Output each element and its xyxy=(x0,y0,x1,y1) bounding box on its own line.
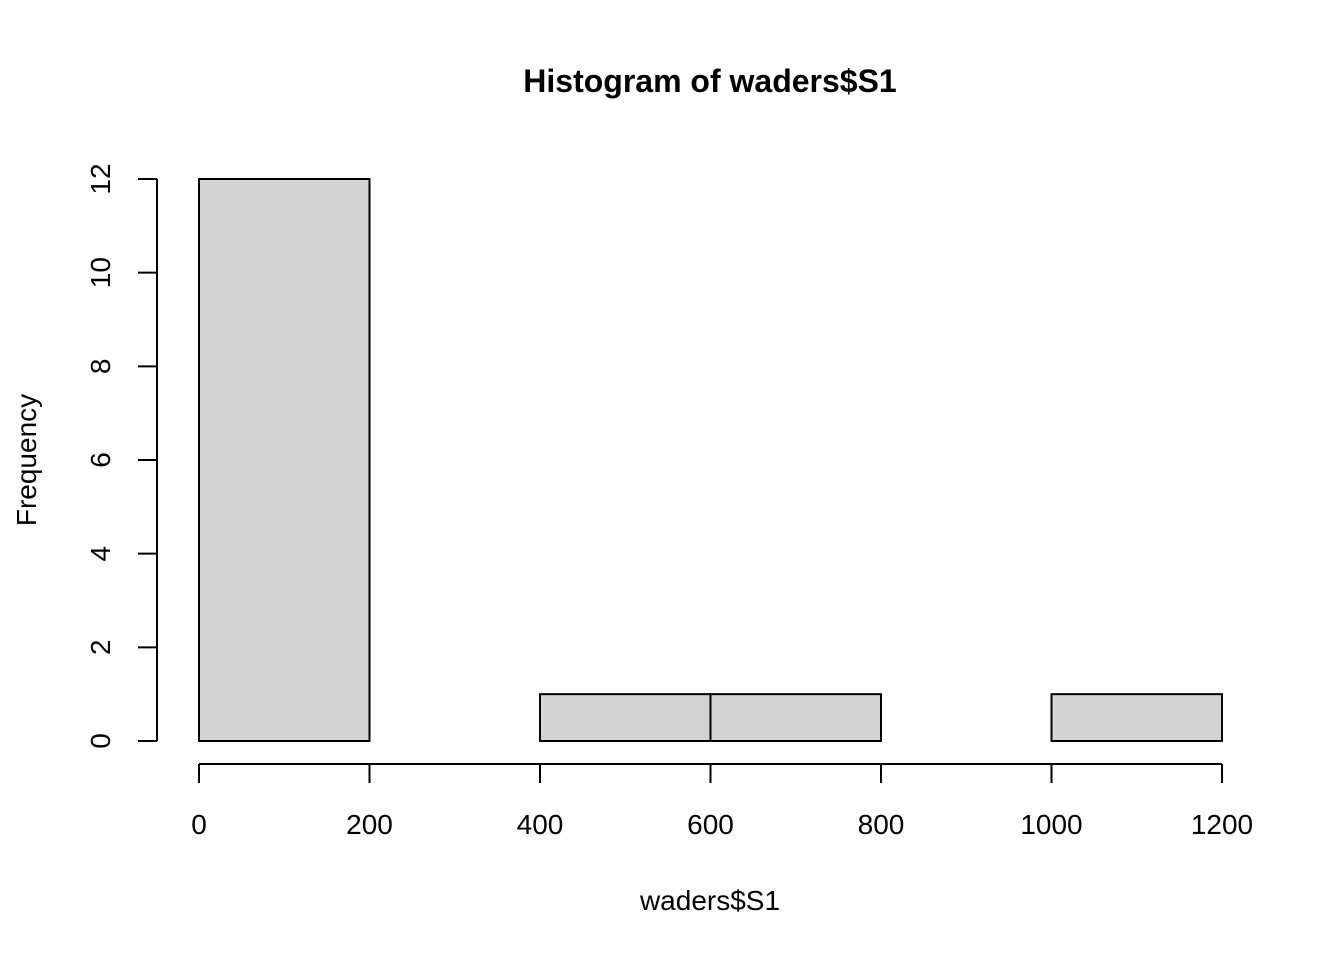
x-tick-label: 400 xyxy=(517,809,564,840)
x-tick-label: 800 xyxy=(858,809,905,840)
histogram-bar xyxy=(1050,693,1223,743)
x-tick-label: 1000 xyxy=(1020,809,1082,840)
y-axis: 0 2 4 6 8 10 12 xyxy=(85,163,158,749)
x-tick-label: 200 xyxy=(346,809,393,840)
x-axis-label: waders$S1 xyxy=(639,885,780,916)
y-tick-label: 4 xyxy=(85,546,116,562)
bars-group xyxy=(198,178,1223,743)
y-tick-label: 8 xyxy=(85,359,116,375)
y-tick-label: 10 xyxy=(85,257,116,288)
histogram-bar xyxy=(709,693,882,743)
y-tick-label: 12 xyxy=(85,163,116,194)
y-tick-label: 2 xyxy=(85,640,116,656)
chart-title: Histogram of waders$S1 xyxy=(523,63,896,99)
x-tick-label: 600 xyxy=(687,809,734,840)
y-tick-label: 0 xyxy=(85,733,116,749)
x-axis: 0 200 400 600 800 1000 1200 xyxy=(191,763,1253,840)
y-tick-label: 6 xyxy=(85,452,116,468)
histogram-bar xyxy=(198,178,371,742)
x-tick-label: 1200 xyxy=(1191,809,1253,840)
y-axis-label: Frequency xyxy=(11,394,42,526)
x-tick-label: 0 xyxy=(191,809,207,840)
histogram-bar xyxy=(539,693,712,743)
